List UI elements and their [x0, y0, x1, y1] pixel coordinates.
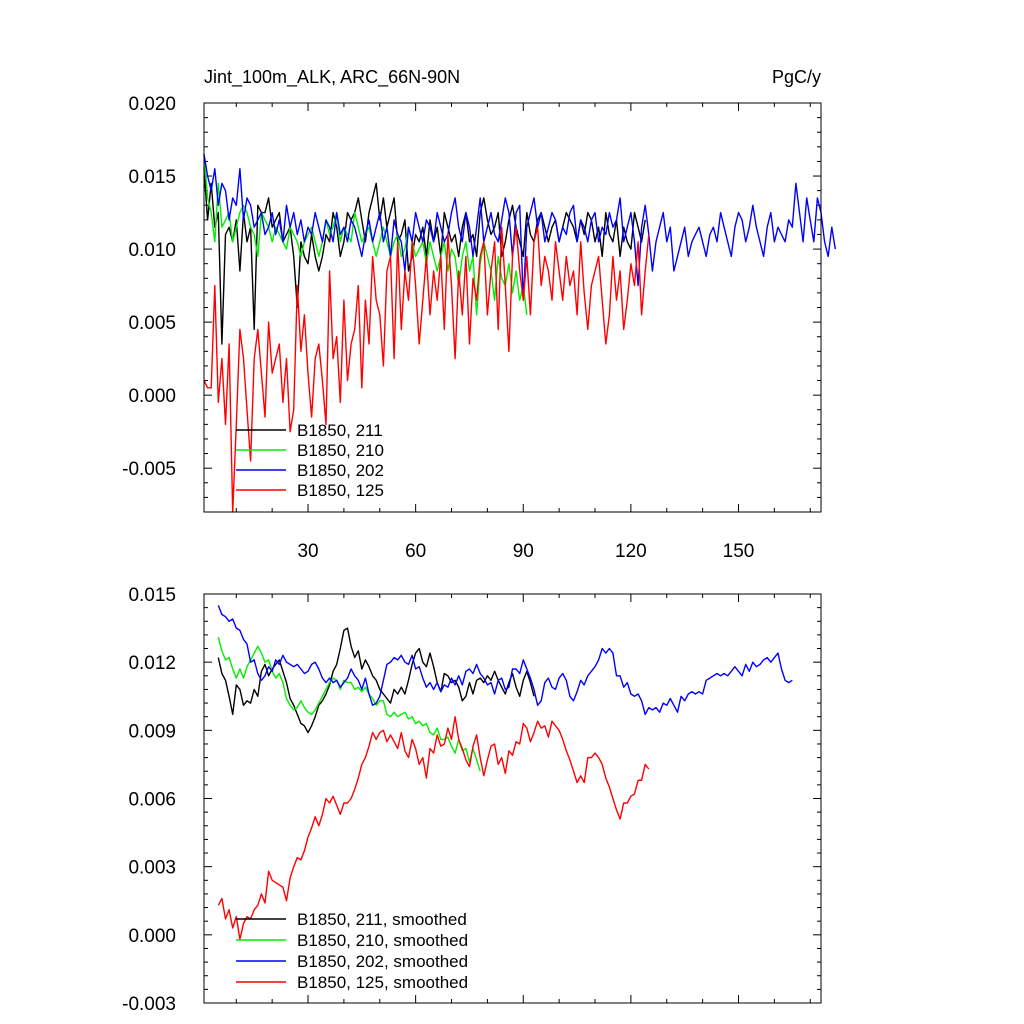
y-tick-label: 0.005: [128, 313, 176, 334]
x-tick-label: 150: [723, 541, 755, 562]
bottom-legend-label-1: B1850, 210, smoothed: [297, 931, 468, 950]
y-tick-label: -0.003: [122, 994, 176, 1015]
y-tick-label: 0.015: [128, 585, 176, 606]
top-series-line-3: [203, 226, 650, 513]
top-series-line-0: [203, 168, 646, 345]
bottom-legend-label-2: B1850, 202, smoothed: [297, 952, 468, 971]
bottom-plot-frame: [203, 593, 822, 1004]
chart-title: Jint_100m_ALK, ARC_66N-90N: [204, 67, 460, 88]
y-tick-label: 0.006: [128, 790, 176, 811]
chart-units: PgC/y: [772, 67, 821, 87]
top-legend-label-0: B1850, 211: [297, 421, 383, 440]
bottom-series: [217, 605, 793, 941]
x-tick-label: 60: [405, 541, 426, 562]
bottom-legend-label-0: B1850, 211, smoothed: [297, 910, 467, 929]
bottom-series-line-2: [217, 605, 793, 716]
y-tick-label: 0.009: [128, 721, 176, 742]
top-series: [203, 153, 836, 513]
top-legend-label-3: B1850, 125: [297, 481, 384, 500]
y-tick-label: 0.015: [128, 167, 176, 188]
top-series-line-2: [203, 153, 836, 301]
top-legend-label-1: B1850, 210: [297, 441, 384, 460]
bottom-series-line-0: [217, 627, 535, 734]
top-ticks: 0.020 0.015 0.010 0.005 0.000 -0.005 30 60 90 120…: [122, 94, 821, 562]
x-tick-label: 30: [297, 541, 318, 562]
top-panel: Jint_100m_ALK, ARC_66N-90N PgC/y 0.0200.…: [122, 67, 836, 562]
bottom-legend-label-3: B1850, 125, smoothed: [297, 973, 468, 992]
y-tick-label: 0.020: [128, 94, 176, 115]
bottom-panel: 0.015 0.012 0.009 0.006 0.003 0.000 -0.003 B18…: [122, 585, 822, 1015]
x-tick-label: 120: [615, 541, 647, 562]
bottom-ticks: 0.015 0.012 0.009 0.006 0.003 0.000 -0.003: [122, 585, 821, 1015]
y-tick-label: 0.010: [128, 240, 176, 261]
y-tick-label: -0.005: [122, 459, 176, 480]
y-tick-label: 0.000: [128, 926, 176, 947]
y-tick-label: 0.003: [128, 858, 176, 879]
bottom-series-line-3: [217, 716, 650, 941]
y-tick-label: 0.012: [128, 653, 176, 674]
top-plot-frame: [203, 102, 822, 513]
x-tick-label: 90: [513, 541, 534, 562]
bottom-legend: B1850, 211, smoothed B1850, 210, smoothed…: [236, 910, 468, 992]
y-tick-label: 0.000: [128, 386, 176, 407]
top-legend-label-2: B1850, 202: [297, 461, 384, 480]
bottom-series-line-1: [217, 637, 481, 772]
